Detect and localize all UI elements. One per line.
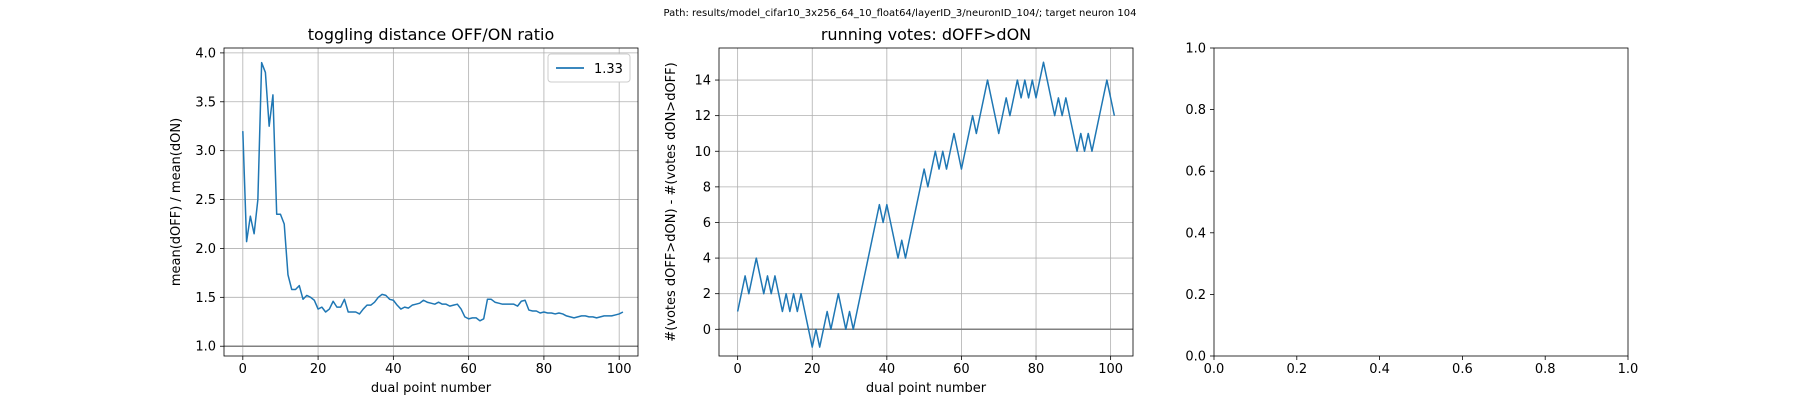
chart-empty-axes: 0.0 0.2 0.4 0.6 0.8 1.0 0.0 0.2 0.4 0.6 0.8 1.0 xyxy=(1185,42,1638,378)
x-tick-label: 40 xyxy=(879,362,896,377)
y-axis-label: mean(dOFF) / mean(dON) xyxy=(169,118,184,286)
x-tick-label: 60 xyxy=(460,362,477,377)
x-axis-label: dual point number xyxy=(371,381,492,396)
legend-box xyxy=(547,53,631,83)
x-tick-label: 0.2 xyxy=(1286,362,1307,377)
series-line xyxy=(242,61,624,322)
x-tick-label: 0.0 xyxy=(1204,362,1225,377)
x-tick-label: 20 xyxy=(804,362,821,377)
y-tick-label: 0.6 xyxy=(1185,165,1206,180)
x-tick-label: 0.4 xyxy=(1369,362,1390,377)
y-tick-label: 0.2 xyxy=(1185,288,1206,303)
axes-frame xyxy=(223,47,639,357)
axes-frame xyxy=(718,47,1134,357)
y-tick-label: 4.0 xyxy=(195,46,216,61)
y-tick-label: 3.0 xyxy=(195,144,216,159)
y-tick-label: 8 xyxy=(703,180,711,195)
legend-entry: 1.33 xyxy=(594,62,623,77)
series-line xyxy=(736,61,1116,348)
x-tick-label: 80 xyxy=(536,362,553,377)
x-tick-label: 40 xyxy=(385,362,402,377)
y-tick-label: 1.0 xyxy=(1185,42,1206,57)
y-axis-label: #(votes dOFF>dON) - #(votes dON>dOFF) xyxy=(664,62,679,341)
chart-toggling-ratio: 0 20 40 60 80 100 1.0 1.5 2.0 2.5 3.0 3.5 4.0 togglin… xyxy=(169,25,639,396)
y-tick-label: 6 xyxy=(703,216,711,231)
x-tick-label: 0 xyxy=(239,362,247,377)
y-tick-label: 1.0 xyxy=(195,340,216,355)
y-tick-label: 4 xyxy=(703,252,711,267)
x-tick-label: 0.6 xyxy=(1452,362,1473,377)
x-tick-label: 1.0 xyxy=(1618,362,1639,377)
x-axis-label: dual point number xyxy=(866,381,987,396)
figure-suptitle: Path: results/model_cifar10_3x256_64_10_… xyxy=(664,8,1137,19)
y-tick-label: 14 xyxy=(694,74,711,89)
chart-title: running votes: dOFF>dON xyxy=(821,25,1031,44)
chart-title: toggling distance OFF/ON ratio xyxy=(308,25,554,44)
y-tick-label: 3.5 xyxy=(195,95,216,110)
axes-frame xyxy=(1213,47,1629,357)
y-tick-label: 1.5 xyxy=(195,291,216,306)
x-tick-label: 100 xyxy=(607,362,632,377)
x-tick-label: 100 xyxy=(1098,362,1123,377)
x-tick-label: 0.8 xyxy=(1535,362,1556,377)
y-tick-label: 2.0 xyxy=(195,242,216,257)
y-tick-label: 0 xyxy=(703,323,711,338)
x-tick-label: 20 xyxy=(310,362,327,377)
y-tick-label: 2.5 xyxy=(195,193,216,208)
y-tick-label: 0.8 xyxy=(1185,103,1206,118)
chart-running-votes: 0 20 40 60 80 100 0 2 4 6 8 10 12 14 running votes: dO… xyxy=(664,25,1134,396)
x-tick-label: 80 xyxy=(1028,362,1045,377)
x-tick-label: 0 xyxy=(734,362,742,377)
y-tick-label: 0.0 xyxy=(1185,350,1206,365)
y-tick-label: 0.4 xyxy=(1185,226,1206,241)
y-tick-label: 12 xyxy=(694,109,711,124)
x-tick-label: 60 xyxy=(953,362,970,377)
y-tick-label: 10 xyxy=(694,145,711,160)
y-tick-label: 2 xyxy=(703,287,711,302)
